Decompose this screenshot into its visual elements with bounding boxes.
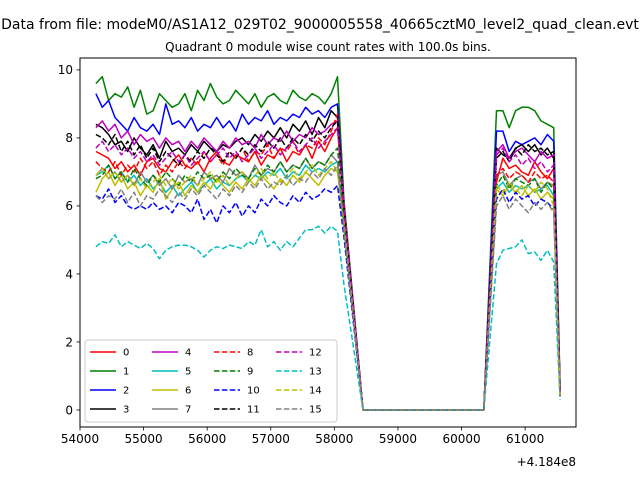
series-line-3: [95, 109, 561, 411]
x-tick-label: 57000: [252, 432, 290, 446]
x-tick-label: 55000: [124, 432, 162, 446]
y-tick-label: 8: [65, 131, 73, 145]
series-line-13: [95, 225, 561, 411]
legend-label-15: 15: [309, 405, 322, 416]
legend-label-14: 14: [309, 386, 322, 397]
legend-label-1: 1: [123, 367, 129, 378]
series-line-0: [95, 126, 561, 411]
legend-label-10: 10: [247, 386, 260, 397]
legend-label-4: 4: [185, 348, 191, 359]
legend-label-12: 12: [309, 348, 322, 359]
series-line-7: [95, 154, 561, 411]
legend-label-8: 8: [247, 348, 253, 359]
series-line-11: [95, 120, 561, 411]
legend-label-7: 7: [185, 405, 191, 416]
legend-label-9: 9: [247, 367, 253, 378]
y-tick-label: 10: [58, 63, 73, 77]
series-line-9: [95, 147, 561, 411]
y-tick-label: 6: [65, 199, 73, 213]
legend-label-6: 6: [185, 386, 191, 397]
series-line-12: [95, 126, 561, 411]
series-line-14: [95, 160, 561, 411]
x-tick-label: 60000: [442, 432, 480, 446]
chart-title: Quadrant 0 module wise count rates with …: [165, 40, 491, 54]
legend-label-13: 13: [309, 367, 322, 378]
x-offset-label: +4.184e8: [517, 455, 576, 469]
x-tick-label: 59000: [379, 432, 417, 446]
legend-box: [84, 339, 338, 423]
y-tick-label: 0: [65, 403, 73, 417]
legend-label-11: 11: [247, 405, 260, 416]
x-tick-label: 58000: [315, 432, 353, 446]
series-line-5: [95, 160, 561, 411]
x-tick-label: 56000: [188, 432, 226, 446]
series-line-15: [95, 164, 561, 411]
legend-label-3: 3: [123, 405, 129, 416]
plot-frame: [79, 57, 577, 428]
series-line-8: [95, 113, 561, 411]
series-line-6: [95, 167, 561, 411]
y-tick-label: 2: [65, 335, 73, 349]
figure-suptitle: Data from file: modeM0/AS1A12_029T02_900…: [1, 17, 639, 33]
legend-label-5: 5: [185, 367, 191, 378]
x-tick-label: 54000: [61, 432, 99, 446]
series-lines: [95, 75, 561, 411]
axis-ticks: 54000 55000 56000 57000 58000 59000 60000 61000…: [58, 63, 545, 446]
series-line-2: [95, 93, 561, 411]
legend-label-2: 2: [123, 386, 129, 397]
legend-label-0: 0: [123, 348, 129, 359]
series-line-4: [95, 120, 561, 411]
y-tick-label: 4: [65, 267, 73, 281]
x-tick-label: 61000: [506, 432, 544, 446]
series-line-1: [95, 75, 561, 411]
